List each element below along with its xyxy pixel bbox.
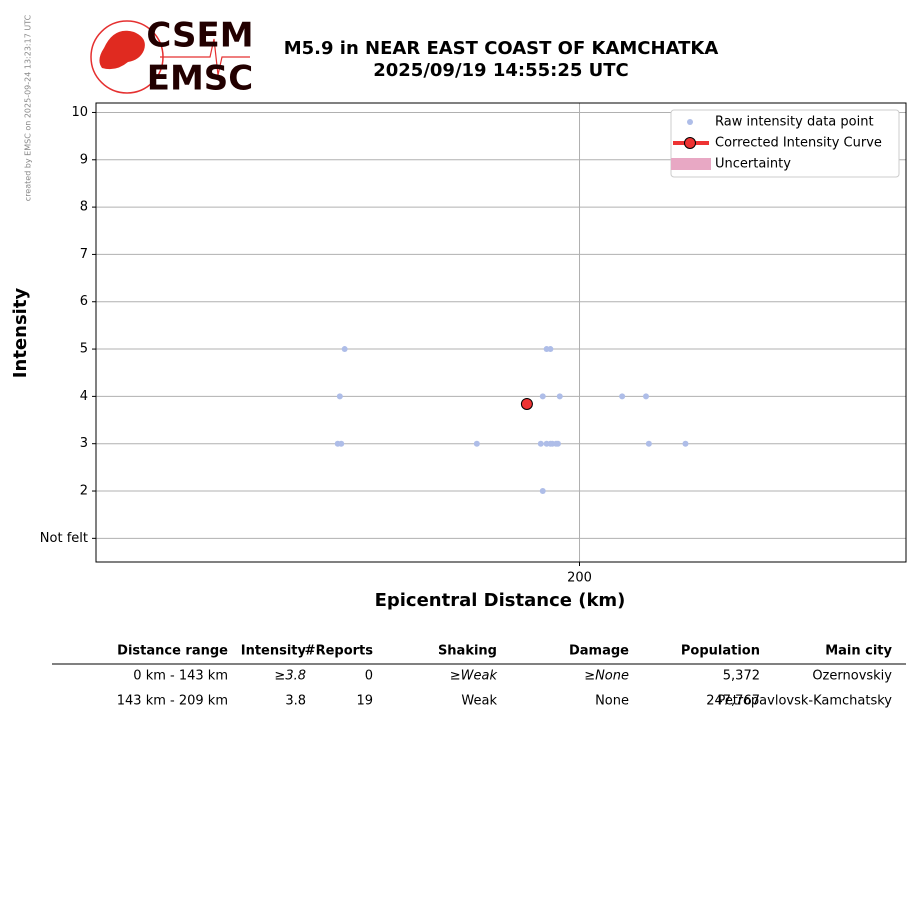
chart-subtitle: 2025/09/19 14:55:25 UTC	[373, 60, 629, 81]
table-cell: ≥Weak	[450, 669, 498, 684]
data-point	[537, 440, 544, 447]
y-tick-label: 7	[80, 247, 88, 262]
table-cell: Petropavlovsk-Kamchatsky	[717, 694, 892, 709]
legend-marker	[684, 137, 696, 149]
data-point	[554, 440, 561, 447]
table-header: Main city	[825, 644, 892, 659]
data-point	[619, 393, 626, 400]
data-point	[473, 440, 480, 447]
y-tick-label: 9	[80, 152, 88, 167]
y-tick-label: 4	[80, 389, 88, 404]
table-cell: ≥3.8	[274, 669, 306, 684]
data-point	[642, 393, 649, 400]
y-tick-label: 3	[80, 436, 88, 451]
logo-bottom: EMSC	[147, 59, 254, 99]
legend-marker	[671, 158, 711, 170]
y-axis-label: Intensity	[10, 288, 31, 379]
table-cell: 3.8	[285, 694, 306, 709]
y-tick-label: 6	[80, 294, 88, 309]
y-tick-label: 8	[80, 200, 88, 215]
chart-title: M5.9 in NEAR EAST COAST OF KAMCHATKA	[284, 38, 719, 59]
legend-label: Corrected Intensity Curve	[715, 136, 882, 151]
plot-frame	[95, 102, 907, 563]
data-point	[539, 393, 546, 400]
data-point	[341, 346, 348, 353]
y-tick-label: Not felt	[40, 531, 88, 546]
table-cell: Weak	[461, 694, 497, 709]
data-point	[645, 440, 652, 447]
table-header: Damage	[569, 644, 629, 659]
data-point	[336, 393, 343, 400]
legend-label: Raw intensity data point	[715, 115, 874, 130]
corrected-point	[520, 397, 533, 410]
table-header: Distance range	[117, 644, 228, 659]
y-tick-label: 5	[80, 342, 88, 357]
table-header: #Reports	[305, 644, 374, 659]
table-cell: 19	[356, 694, 373, 709]
table-cell: None	[595, 694, 629, 709]
watermark: created by EMSC on 2025-09-24 13:23:17 U…	[24, 14, 33, 201]
y-tick-label: 10	[71, 105, 88, 120]
table-header: Population	[681, 644, 760, 659]
table-cell: 0	[365, 669, 373, 684]
table-cell: ≥None	[584, 669, 629, 684]
table-cell: 5,372	[723, 669, 760, 684]
data-point	[547, 346, 554, 353]
table-cell: Ozernovskiy	[812, 669, 892, 684]
legend-box	[670, 109, 900, 178]
table-cell: 0 km - 143 km	[133, 669, 228, 684]
x-tick-label: 200	[567, 571, 592, 586]
table-cell: 143 km - 209 km	[117, 694, 228, 709]
logo-top: CSEM	[146, 16, 253, 56]
table-cell: 247,767	[706, 694, 760, 709]
logo: CSEM EMSC	[90, 16, 254, 99]
y-tick-label: 2	[80, 484, 88, 499]
legend-marker	[687, 119, 693, 125]
data-point	[556, 393, 563, 400]
table-header: Shaking	[438, 644, 497, 659]
data-point	[338, 440, 345, 447]
legend-label: Uncertainty	[715, 157, 791, 172]
data-point	[539, 488, 546, 495]
data-point	[682, 440, 689, 447]
table-header: Intensity	[241, 644, 307, 659]
x-axis-label: Epicentral Distance (km)	[375, 590, 626, 611]
